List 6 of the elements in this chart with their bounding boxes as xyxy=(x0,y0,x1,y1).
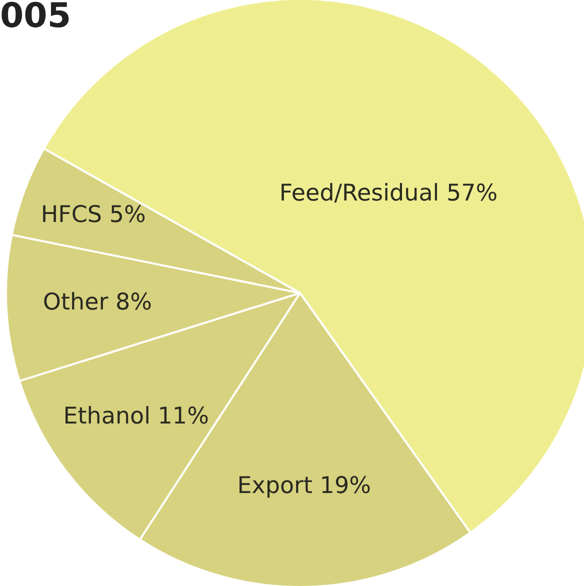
slice-label: HFCS 5% xyxy=(40,202,146,228)
slice-label: Ethanol 11% xyxy=(63,403,209,430)
slice-label: Export 19% xyxy=(237,472,371,499)
chart-title: 005 xyxy=(0,0,71,36)
slice-label: Feed/Residual 57% xyxy=(279,180,498,207)
slice-label: Other 8% xyxy=(42,290,152,316)
